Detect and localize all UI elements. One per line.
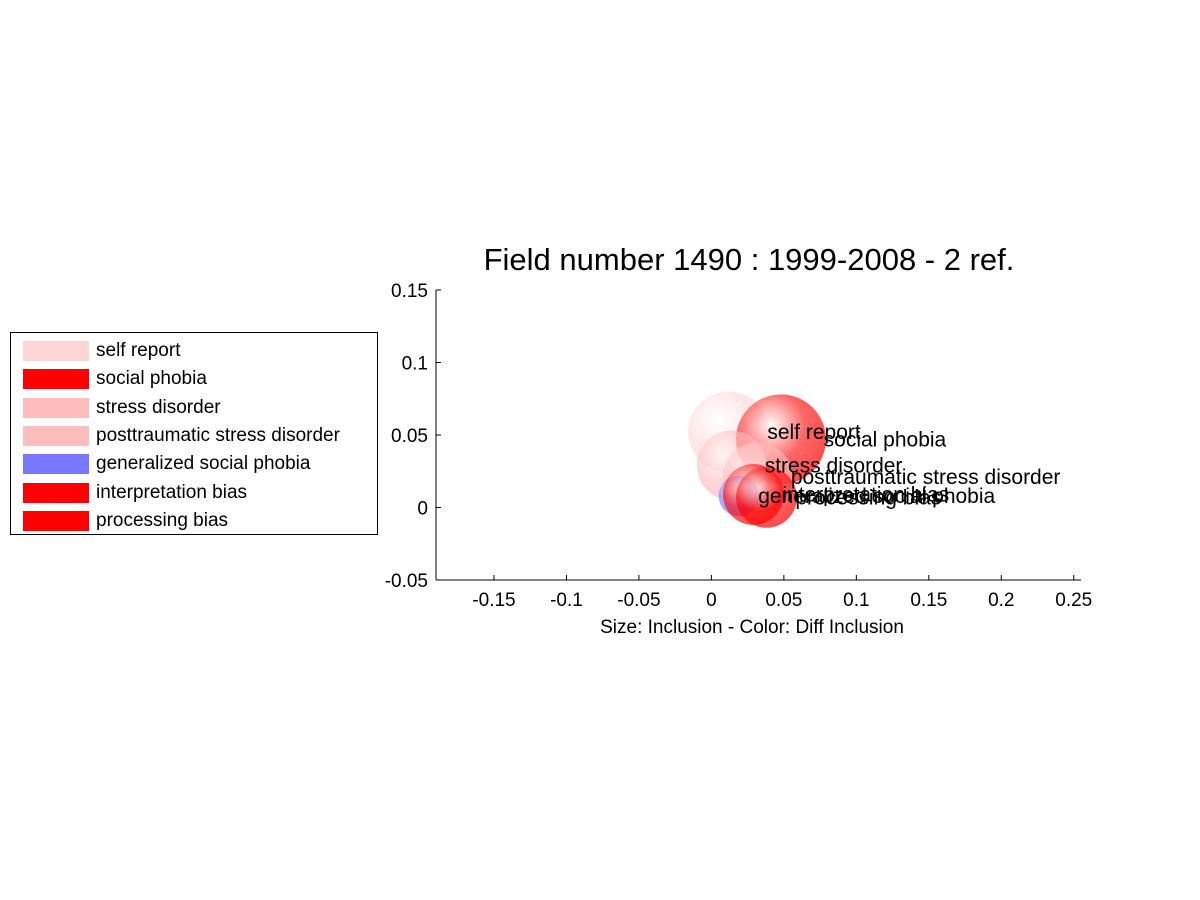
legend-label: processing bias — [96, 509, 229, 531]
x-tick-label: 0 — [706, 590, 717, 611]
bubble-label: posttraumatic stress disorder — [791, 466, 1061, 489]
bubble-label: stress disorder — [765, 454, 903, 477]
legend-label: social phobia — [96, 368, 207, 390]
x-tick-label: 0.1 — [843, 590, 869, 611]
x-tick-label: -0.05 — [617, 590, 660, 611]
legend-item: stress disorder — [23, 396, 221, 418]
bubble-label: self report — [767, 421, 861, 444]
y-tick-label: 0 — [417, 499, 428, 520]
legend-label: stress disorder — [96, 396, 221, 418]
legend-swatch — [23, 341, 89, 361]
axes: -0.15 -0.1 -0.05 0 0.05 0.1 0.15 0.2 0.25 -0.05 0 0… — [385, 281, 1093, 611]
x-tick-label: 0.25 — [1055, 590, 1092, 611]
bubbles — [688, 391, 826, 528]
x-tick-label: 0.2 — [988, 590, 1014, 611]
x-tick-label: 0.05 — [765, 590, 802, 611]
legend-swatch — [23, 425, 89, 446]
legend-swatch — [23, 397, 89, 418]
x-tick-label: -0.1 — [550, 590, 583, 611]
legend-label: interpretation bias — [96, 481, 248, 503]
legend: self report social phobia stress disorder p… — [10, 332, 378, 535]
x-axis-label: Size: Inclusion - Color: Diff Inclusion — [600, 617, 904, 638]
legend-swatch — [23, 482, 89, 503]
legend-item: generalized social phobia — [23, 453, 311, 475]
bubble-label: generalized social phobia — [758, 485, 995, 508]
legend-label: posttraumatic stress disorder — [96, 424, 340, 446]
bubble-label: social phobia — [824, 428, 947, 451]
legend-item: self report — [23, 340, 181, 361]
y-tick-label: -0.05 — [385, 571, 428, 592]
legend-swatch — [23, 369, 89, 390]
legend-label: generalized social phobia — [96, 453, 311, 475]
legend-item: posttraumatic stress disorder — [23, 424, 340, 446]
bubble-label: processing bias — [795, 486, 941, 509]
y-tick-label: 0.05 — [391, 426, 428, 447]
y-tick-label: 0.1 — [402, 354, 428, 375]
chart-title: Field number 1490 : 1999-2008 - 2 ref. — [484, 242, 1015, 277]
legend-label: self report — [96, 340, 181, 361]
bubble-point — [736, 466, 797, 528]
legend-swatch — [23, 454, 89, 475]
y-tick-label: 0.15 — [391, 281, 428, 302]
x-tick-label: -0.15 — [472, 590, 515, 611]
x-tick-label: 0.15 — [910, 590, 947, 611]
legend-item: interpretation bias — [23, 481, 248, 503]
legend-swatch — [23, 510, 89, 531]
bubble-label: interpretation bias — [782, 483, 949, 506]
legend-item: social phobia — [23, 368, 207, 390]
legend-item: processing bias — [23, 509, 229, 531]
